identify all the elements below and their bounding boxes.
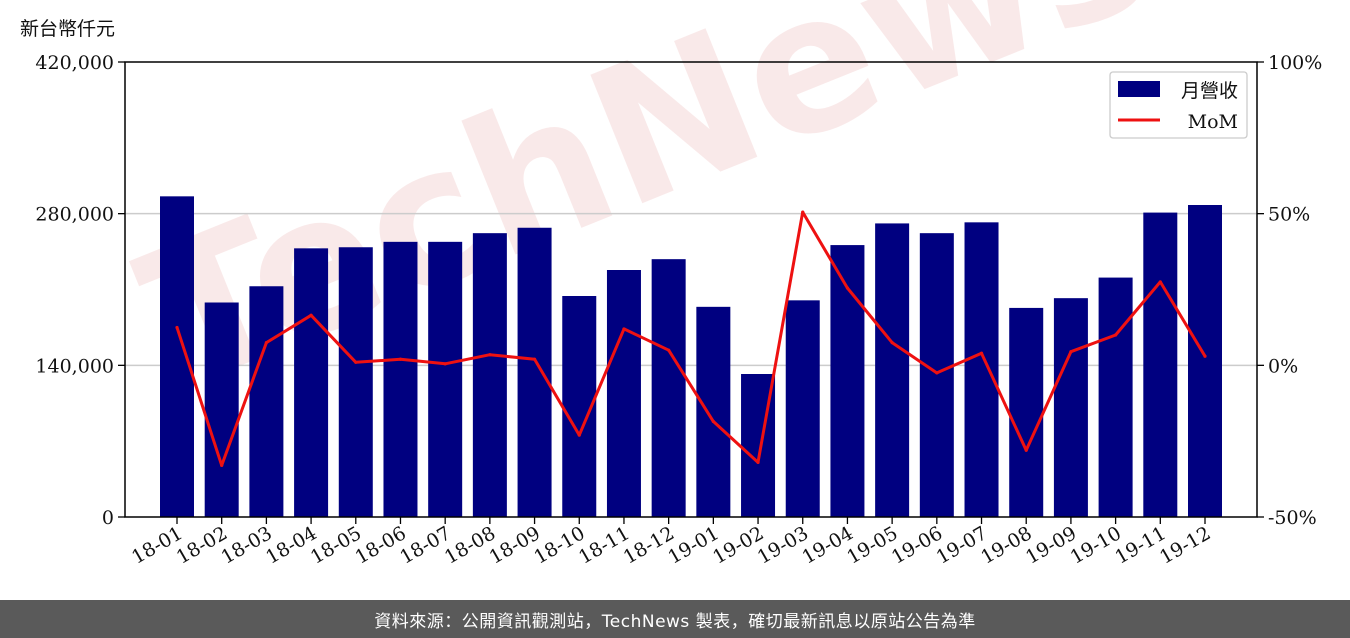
bar-18-03 bbox=[249, 286, 284, 517]
bar-18-07 bbox=[428, 241, 463, 518]
y-tick-label: 420,000 bbox=[35, 52, 114, 74]
x-tick-label-18-11: 18-11 bbox=[575, 522, 633, 568]
x-tick-label-18-06: 18-06 bbox=[352, 522, 410, 568]
mom-point-19-06 bbox=[935, 371, 939, 375]
x-tick-label-19-10: 19-10 bbox=[1067, 522, 1125, 568]
x-tick-label-18-08: 18-08 bbox=[441, 522, 499, 568]
mom-point-19-04 bbox=[845, 286, 850, 290]
y2-tick-label: 0% bbox=[1268, 355, 1298, 377]
mom-point-19-02 bbox=[756, 460, 760, 464]
x-tick-label-19-01: 19-01 bbox=[664, 522, 722, 568]
bar-18-09 bbox=[517, 227, 552, 517]
x-tick-label-19-12: 19-12 bbox=[1156, 522, 1214, 568]
legend: 月營收 MoM bbox=[1109, 71, 1248, 139]
mom-point-19-10 bbox=[1114, 333, 1118, 337]
mom-point-18-09 bbox=[532, 357, 537, 361]
x-tick-label-18-02: 18-02 bbox=[173, 522, 231, 568]
bar-18-04 bbox=[294, 248, 329, 518]
mom-point-19-08 bbox=[1024, 448, 1028, 452]
x-tick-label-19-07: 19-07 bbox=[933, 522, 991, 568]
x-tick-label-19-04: 19-04 bbox=[798, 522, 856, 568]
mom-point-18-08 bbox=[488, 353, 492, 357]
bar-19-03 bbox=[785, 300, 820, 517]
mom-line-series bbox=[175, 210, 1207, 468]
x-tick-label-18-04: 18-04 bbox=[262, 522, 320, 568]
bar-18-06 bbox=[383, 241, 418, 518]
bar-19-05 bbox=[875, 223, 910, 517]
x-tick-label-19-05: 19-05 bbox=[843, 522, 901, 568]
x-tick-label-19-02: 19-02 bbox=[709, 522, 767, 568]
mom-point-19-05 bbox=[890, 340, 894, 345]
x-tick-label-18-07: 18-07 bbox=[396, 522, 454, 568]
mom-point-19-09 bbox=[1069, 350, 1073, 354]
x-tick-label-19-06: 19-06 bbox=[888, 522, 946, 568]
mom-point-19-01 bbox=[711, 419, 715, 424]
mom-point-18-02 bbox=[220, 463, 224, 468]
bar-18-02 bbox=[204, 302, 239, 517]
bar-19-06 bbox=[919, 233, 954, 517]
footer-source-text: 資料來源：公開資訊觀測站，TechNews 製表，確切最新訊息以原站公告為準 bbox=[374, 611, 976, 632]
bar-19-09 bbox=[1053, 298, 1088, 517]
mom-point-19-03 bbox=[801, 210, 805, 214]
y-tick-label: 140,000 bbox=[35, 355, 114, 377]
legend-label-mom: MoM bbox=[1188, 111, 1238, 133]
bar-18-12 bbox=[651, 259, 686, 517]
bar-18-05 bbox=[338, 247, 373, 517]
mom-point-18-01 bbox=[175, 325, 179, 330]
mom-point-18-12 bbox=[667, 348, 671, 352]
revenue-chart: TechNews 0140,000280,000420,000-50%0%50%… bbox=[35, 0, 1322, 569]
mom-point-18-10 bbox=[577, 433, 581, 437]
mom-point-19-11 bbox=[1158, 280, 1162, 284]
x-tick-label-19-09: 19-09 bbox=[1022, 522, 1080, 568]
x-tick-label-19-08: 19-08 bbox=[977, 522, 1035, 568]
bar-19-12 bbox=[1188, 205, 1222, 517]
y2-tick-label: 50% bbox=[1268, 204, 1310, 226]
x-tick-label-18-12: 18-12 bbox=[620, 522, 678, 568]
mom-point-18-05 bbox=[354, 360, 358, 364]
y-tick-label: 0 bbox=[102, 507, 114, 529]
legend-bar-swatch bbox=[1118, 81, 1160, 97]
mom-point-19-07 bbox=[979, 351, 984, 355]
y2-tick-label: -50% bbox=[1268, 507, 1317, 529]
x-tick-label-18-01: 18-01 bbox=[128, 522, 186, 568]
bar-19-07 bbox=[964, 222, 999, 518]
bar-18-01 bbox=[160, 196, 194, 518]
legend-label-revenue: 月營收 bbox=[1181, 80, 1238, 102]
bar-18-11 bbox=[606, 270, 641, 517]
mom-point-18-03 bbox=[264, 340, 268, 345]
y-axis-unit-label: 新台幣仟元 bbox=[20, 18, 116, 40]
mom-point-18-07 bbox=[443, 362, 447, 366]
x-tick-label-18-10: 18-10 bbox=[530, 522, 588, 568]
mom-point-18-04 bbox=[309, 313, 313, 317]
footer-bar: 資料來源：公開資訊觀測站，TechNews 製表，確切最新訊息以原站公告為準 bbox=[0, 600, 1350, 638]
bar-18-08 bbox=[472, 233, 507, 517]
bar-19-01 bbox=[696, 306, 731, 517]
x-tick-label-18-09: 18-09 bbox=[486, 522, 544, 568]
x-tick-label-19-03: 19-03 bbox=[754, 522, 812, 568]
y2-tick-label: 100% bbox=[1268, 52, 1322, 74]
y-tick-label: 280,000 bbox=[35, 204, 114, 226]
mom-point-18-11 bbox=[622, 327, 626, 331]
bar-series bbox=[160, 196, 1222, 518]
mom-line bbox=[175, 210, 1207, 467]
bar-19-08 bbox=[1009, 307, 1044, 517]
x-tick-label-18-05: 18-05 bbox=[307, 522, 365, 568]
bar-19-11 bbox=[1143, 212, 1178, 518]
mom-point-19-12 bbox=[1203, 354, 1207, 358]
mom-point-18-06 bbox=[398, 357, 403, 361]
bar-19-10 bbox=[1098, 277, 1133, 517]
plot-frame bbox=[124, 61, 1258, 518]
x-tick-label-19-11: 19-11 bbox=[1111, 522, 1169, 568]
x-tick-label-18-03: 18-03 bbox=[217, 522, 275, 568]
